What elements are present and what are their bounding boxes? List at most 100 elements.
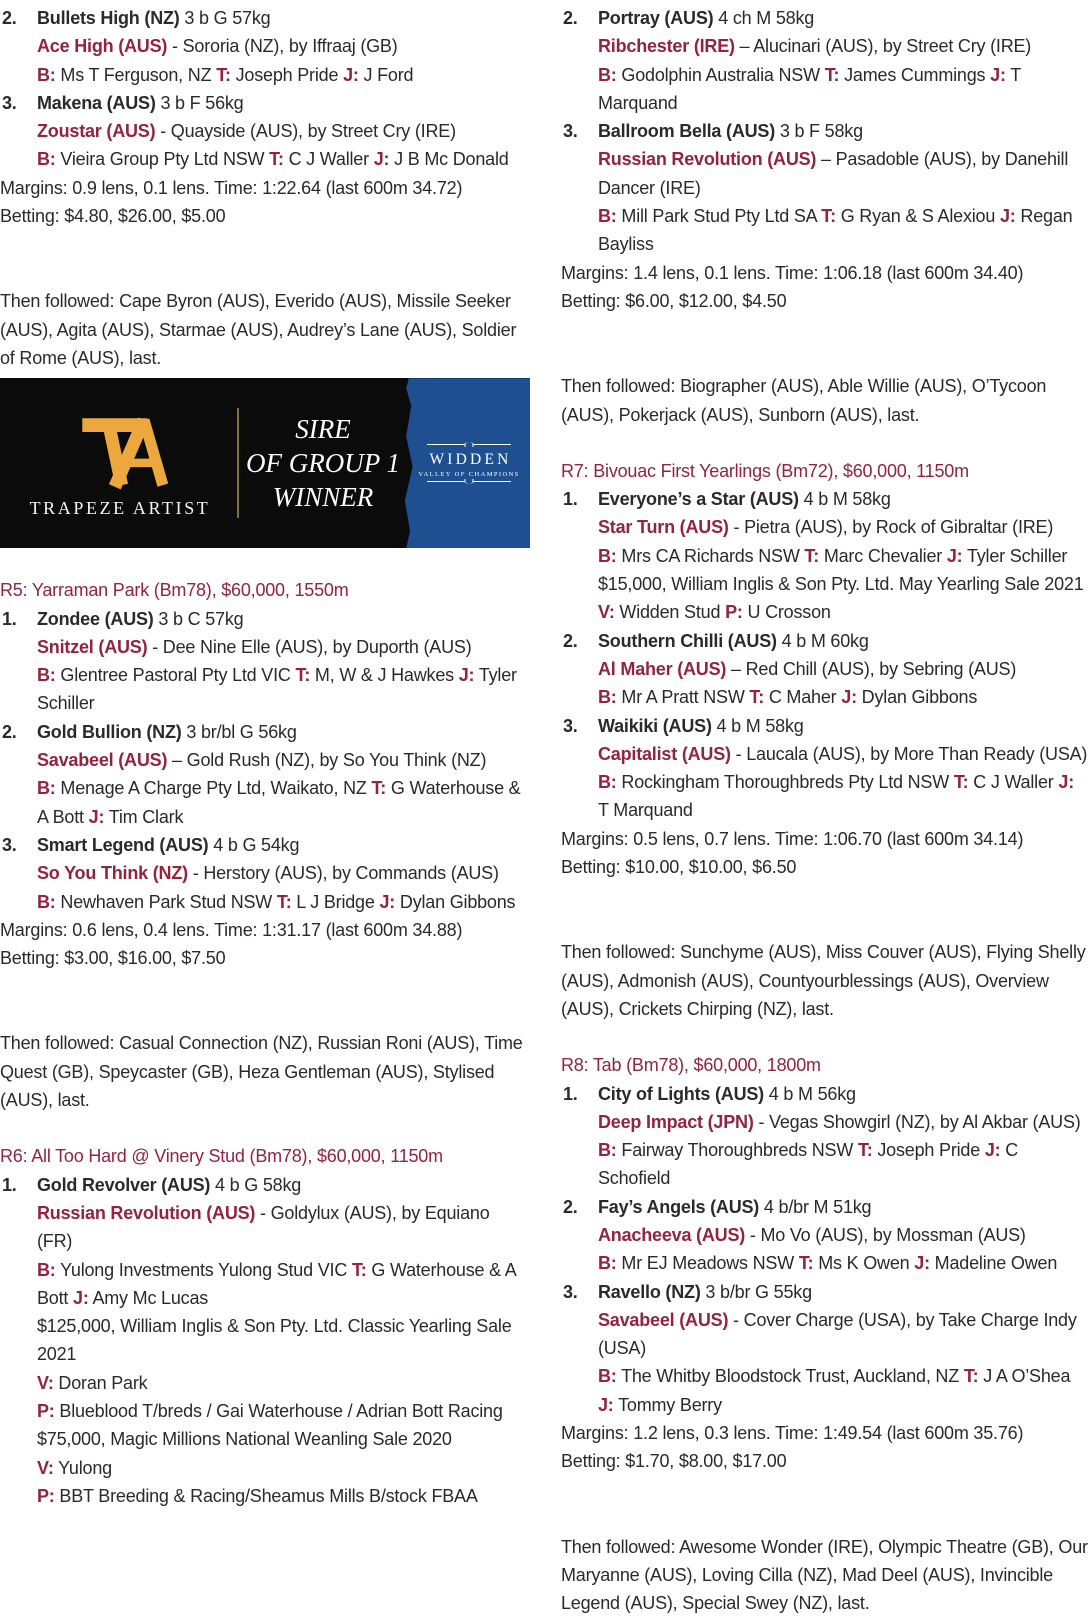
accent-text: Russian Revolution (AUS) bbox=[598, 149, 817, 170]
accent-text: T: bbox=[371, 778, 387, 799]
text: Ms T Ferguson, NZ bbox=[55, 64, 217, 85]
widden-wordmark: WIDDEN bbox=[429, 451, 512, 469]
accent-text: B: bbox=[598, 1253, 617, 1274]
entry-line: B: Fairway Thoroughbreds NSW T: Joseph P… bbox=[598, 1136, 1088, 1193]
text: Margins: 0.9 lens, 0.1 lens. Time: 1:22.… bbox=[0, 177, 463, 198]
text: - Sororia (NZ), by Iffraaj (GB) bbox=[167, 36, 398, 57]
entry-line: Bullets High (NZ) 3 b G 57kg bbox=[37, 4, 527, 32]
accent-text: J: bbox=[379, 891, 396, 912]
race-header: R6: All Too Hard @ Vinery Stud (Bm78), $… bbox=[0, 1146, 443, 1167]
text: - Vegas Showgirl (NZ), by Al Akbar (AUS) bbox=[753, 1111, 1081, 1132]
bold-text: Zondee (AUS) bbox=[37, 608, 154, 629]
accent-text: T: bbox=[351, 1259, 367, 1280]
bold-text: Bullets High (NZ) bbox=[37, 8, 180, 28]
accent-text: B: bbox=[598, 772, 617, 793]
text: Widden Stud bbox=[614, 602, 726, 623]
then-followed-note: Then followed: Cape Byron (AUS), Everido… bbox=[0, 287, 527, 372]
accent-text: Capitalist (AUS) bbox=[598, 743, 731, 764]
text: Regan Bayliss bbox=[598, 206, 1073, 255]
text: 4 b M 58kg bbox=[711, 715, 804, 736]
text: – Red Chill (AUS), by Sebring (AUS) bbox=[726, 658, 1017, 679]
text: - Cover Charge (USA), by Take Charge Ind… bbox=[598, 1309, 1077, 1359]
result-entry: 2. Portray (AUS) 4 ch M 58kg Ribchester (I… bbox=[561, 4, 1088, 117]
accent-text: J: bbox=[73, 1287, 89, 1308]
bold-text: Portray (AUS) bbox=[598, 8, 714, 28]
text: Amy Mc Lucas bbox=[88, 1287, 209, 1308]
race-stats-line: Margins: 1.2 lens, 0.3 lens. Time: 1:49.… bbox=[561, 1419, 1088, 1447]
entry-line: B: Mrs CA Richards NSW T: Marc Chevalier… bbox=[598, 542, 1088, 570]
placing-number: 2. bbox=[2, 8, 17, 28]
placing-number: 2. bbox=[563, 8, 578, 28]
text: Newhaven Park Stud NSW bbox=[55, 891, 277, 912]
text: $75,000, Magic Millions National Weanlin… bbox=[37, 1429, 452, 1450]
result-entry: 3. Waikiki (AUS) 4 b M 58kg Capitalist (AU… bbox=[561, 712, 1088, 825]
entry-line: V: Widden Stud P: U Crosson bbox=[598, 598, 1088, 626]
accent-text: T: bbox=[216, 64, 231, 85]
flourish-top-icon bbox=[427, 442, 511, 447]
text: G Waterhouse & A Bott bbox=[37, 778, 521, 827]
entry-line: Star Turn (AUS) - Pietra (AUS), by Rock … bbox=[598, 513, 1088, 541]
bold-text: Makena (AUS) bbox=[37, 92, 156, 113]
placing-number: 3. bbox=[2, 834, 17, 855]
accent-text: B: bbox=[37, 665, 56, 686]
race-stats-line: Betting: $10.00, $10.00, $6.50 bbox=[561, 853, 1088, 881]
race-stats-line: Betting: $4.80, $26.00, $5.00 bbox=[0, 202, 527, 230]
widden-logo-inner: WIDDEN VALLEY OF CHAMPIONS bbox=[405, 442, 530, 484]
accent-text: T: bbox=[821, 206, 836, 227]
text: Blueblood T/breds / Gai Waterhouse / Adr… bbox=[54, 1400, 503, 1421]
trapeze-artist-ad-banner[interactable]: TRAPEZE ARTIST SIRE OF GROUP 1 WINNER WI… bbox=[0, 378, 530, 549]
accent-text: J: bbox=[984, 1140, 1001, 1161]
text: Then followed: Biographer (AUS), Able Wi… bbox=[561, 376, 1047, 425]
entry-line: City of Lights (AUS) 4 b M 56kg bbox=[598, 1080, 1088, 1108]
entry-line: Gold Bullion (NZ) 3 br/bl G 56kg bbox=[37, 718, 527, 746]
text: Mill Park Stud Pty Ltd SA bbox=[616, 206, 822, 227]
entry-line: Everyone’s a Star (AUS) 4 b M 58kg bbox=[598, 485, 1088, 513]
text: - Herstory (AUS), by Commands (AUS) bbox=[187, 863, 499, 884]
race-header: R5: Yarraman Park (Bm78), $60,000, 1550m bbox=[0, 580, 349, 601]
text: Godolphin Australia NSW bbox=[616, 64, 825, 85]
bold-text: Ravello (NZ) bbox=[598, 1281, 701, 1302]
race-header: R7: Bivouac First Yearlings (Bm72), $60,… bbox=[561, 460, 969, 481]
bold-text: Smart Legend (AUS) bbox=[37, 834, 209, 855]
ta-monogram-icon bbox=[82, 417, 168, 490]
accent-text: Anacheeva (AUS) bbox=[598, 1224, 746, 1245]
entry-line: Russian Revolution (AUS) – Pasadoble (AU… bbox=[598, 145, 1088, 202]
race-stats-line: Betting: $1.70, $8.00, $17.00 bbox=[561, 1447, 1088, 1475]
text: J A O’Shea bbox=[978, 1366, 1071, 1387]
accent-text: J: bbox=[598, 1394, 614, 1415]
accent-text: B: bbox=[598, 206, 617, 227]
text: Betting: $6.00, $12.00, $4.50 bbox=[561, 290, 787, 311]
accent-text: J: bbox=[990, 64, 1006, 85]
accent-text: J: bbox=[999, 206, 1016, 227]
text: Doran Park bbox=[53, 1372, 148, 1393]
placing-number: 2. bbox=[563, 630, 578, 651]
text: - Pietra (AUS), by Rock of Gibraltar (IR… bbox=[728, 517, 1054, 538]
text: 4 b M 60kg bbox=[776, 630, 869, 651]
accent-text: Russian Revolution (AUS) bbox=[37, 1202, 256, 1223]
accent-text: B: bbox=[598, 1366, 617, 1387]
text: Tommy Berry bbox=[613, 1394, 722, 1415]
accent-text: T: bbox=[276, 891, 292, 912]
entry-line: B: Godolphin Australia NSW T: James Cumm… bbox=[598, 61, 1088, 118]
accent-text: P: bbox=[725, 602, 743, 623]
accent-text: Deep Impact (JPN) bbox=[598, 1111, 754, 1132]
result-entry: 2. Southern Chilli (AUS) 4 b M 60kg Al Mah… bbox=[561, 627, 1088, 712]
text: 3 b G 57kg bbox=[179, 8, 271, 28]
accent-text: Al Maher (AUS) bbox=[598, 658, 727, 679]
text: 3 br/bl G 56kg bbox=[181, 721, 297, 742]
text: - Laucala (AUS), by More Than Ready (USA… bbox=[730, 743, 1088, 764]
accent-text: B: bbox=[598, 687, 617, 708]
text: Mrs CA Richards NSW bbox=[616, 545, 805, 566]
text: 4 b G 58kg bbox=[210, 1174, 302, 1195]
race-stats-line: Margins: 0.6 lens, 0.4 lens. Time: 1:31.… bbox=[0, 916, 527, 944]
text: T Marquand bbox=[598, 64, 1021, 113]
accent-text: J: bbox=[946, 545, 963, 566]
trapeze-artist-wordmark: TRAPEZE ARTIST bbox=[29, 498, 211, 519]
text: Then followed: Awesome Wonder (IRE), Oly… bbox=[561, 1536, 1088, 1614]
entry-line: B: Vieira Group Pty Ltd NSW T: C J Walle… bbox=[37, 145, 527, 173]
bold-text: Fay’s Angels (AUS) bbox=[598, 1196, 760, 1217]
then-followed-note: Then followed: Biographer (AUS), Able Wi… bbox=[561, 372, 1088, 429]
race-stats-line: Betting: $3.00, $16.00, $7.50 bbox=[0, 944, 527, 972]
entry-line: Ace High (AUS) - Sororia (NZ), by Iffraa… bbox=[37, 32, 527, 60]
text: The Whitby Bloodstock Trust, Auckland, N… bbox=[616, 1366, 964, 1387]
